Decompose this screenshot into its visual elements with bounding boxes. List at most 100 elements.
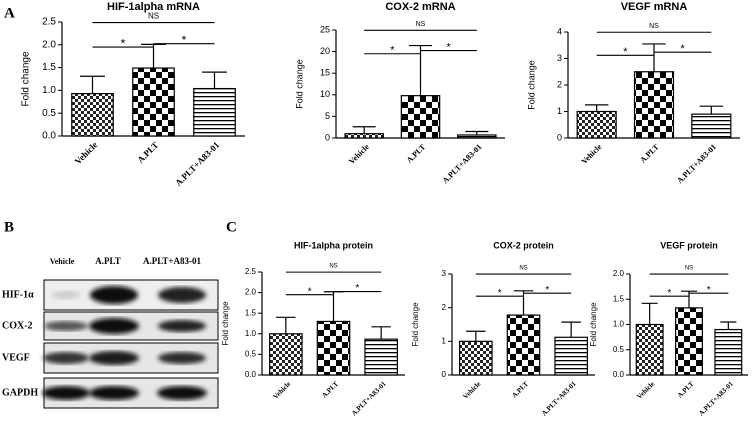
x-tick-label: A.PLT+A83-01 (441, 142, 484, 185)
significance-label: NS (685, 266, 693, 272)
y-axis-label: Fold change (21, 51, 32, 106)
significance-label: NS (519, 266, 527, 272)
western-blot: Vehicle A.PLT A.PLT+A83-01 HIF-1α COX-2 … (2, 256, 219, 409)
x-tick-label: A.PLT (510, 380, 530, 400)
y-tick-label: 2.5 (245, 267, 257, 276)
y-axis-label: Fold change (294, 59, 304, 109)
y-tick-label: 1.0 (42, 85, 56, 96)
significance-label: * (667, 288, 671, 299)
x-tick-label: A.PLT+A83-01 (697, 380, 735, 418)
blot-strip (42, 377, 219, 409)
y-tick-label: 1.5 (613, 294, 625, 303)
significance-label: * (498, 288, 502, 299)
error-bar (141, 43, 166, 69)
bar (635, 323, 664, 376)
y-axis-label: Fold change (221, 301, 230, 346)
bar (675, 307, 703, 376)
bar (554, 336, 588, 376)
error-bar (202, 71, 227, 89)
error-bar (466, 330, 486, 342)
bar (714, 328, 743, 376)
y-tick-label: 25 (320, 24, 330, 34)
bar (364, 338, 398, 376)
significance-label: * (545, 285, 549, 296)
x-tick-label: A.PLT (320, 380, 340, 400)
bar (193, 87, 236, 137)
x-tick-label: Vehicle (347, 142, 371, 166)
bar (633, 71, 675, 139)
error-bar (699, 105, 724, 115)
bar (459, 340, 493, 376)
y-tick-label: 0 (557, 132, 562, 142)
x-tick-label: A.PLT+A83-01 (675, 142, 718, 185)
y-tick-label: 2 (557, 79, 562, 89)
y-tick-label: 1 (442, 336, 447, 345)
y-tick-label: 2.0 (245, 288, 257, 297)
y-tick-label: 4 (557, 26, 562, 36)
chart-title: HIF-1alpha protein (294, 240, 373, 250)
y-tick-label: 1 (557, 106, 562, 116)
y-tick-label: 10 (320, 89, 330, 99)
y-tick-label: 0.0 (42, 131, 56, 142)
y-tick-label: 2.0 (42, 39, 56, 50)
significance-label: * (623, 46, 628, 58)
significance-label: NS (148, 12, 159, 21)
blot-strip (43, 342, 219, 374)
error-bar (641, 302, 658, 325)
x-tick-label: A.PLT+A83-01 (173, 139, 221, 187)
significance-label: * (182, 33, 187, 47)
bar (132, 67, 175, 137)
significance-label: * (355, 283, 359, 294)
panel-label: C (226, 219, 237, 235)
lane-label: Vehicle (50, 257, 75, 266)
x-tick-label: Vehicle (462, 380, 483, 401)
chart-title: VEGF protein (660, 240, 718, 250)
y-axis-label: Fold change (589, 302, 598, 347)
x-tick-label: A.PLT (638, 142, 661, 165)
x-tick-label: Vehicle (272, 380, 293, 401)
y-tick-label: 1.0 (613, 320, 625, 329)
y-tick-label: 1.0 (245, 329, 257, 338)
error-bar (371, 326, 391, 340)
x-tick-label: A.PLT (676, 380, 696, 400)
chart-title: HIF-1alpha mRNA (107, 1, 200, 13)
x-tick-label: Vehicle (580, 142, 604, 166)
error-bar (561, 321, 581, 338)
y-tick-label: 3 (557, 53, 562, 63)
error-bar (513, 290, 534, 316)
bar-chart: COX-2 protein Fold change 0 1 2 3 Vehicle A.PLT… (411, 240, 595, 417)
x-tick-label: Vehicle (73, 140, 100, 167)
lane-label: A.PLT (95, 256, 120, 266)
y-tick-label: 0.5 (613, 345, 625, 354)
bar (691, 113, 732, 139)
y-tick-label: 2.5 (42, 17, 56, 28)
panel-label: A (4, 5, 15, 21)
significance-label: * (447, 41, 452, 53)
x-tick-label: A.PLT+A83-01 (350, 380, 388, 418)
error-bar (409, 44, 432, 96)
y-tick-label: 0.0 (613, 370, 625, 379)
significance-label: * (121, 36, 126, 50)
error-bar (680, 290, 698, 308)
significance-label: * (707, 285, 711, 296)
x-tick-label: Vehicle (635, 380, 656, 401)
x-tick-label: A.PLT+A83-01 (540, 380, 578, 418)
x-tick-label: A.PLT (405, 142, 428, 165)
bar-chart: VEGF protein Fold change 0.0 0.5 1.0 1.5 2.0 Ve… (589, 240, 748, 417)
bar-chart: COX-2 mRNA Fold change 0 5 10 15 20 25 Vehicle A.… (294, 1, 505, 185)
y-tick-label: 15 (320, 68, 330, 78)
error-bar (323, 291, 344, 322)
bar (457, 134, 497, 139)
protein-label: HIF-1α (2, 289, 34, 300)
significance-label: NS (329, 264, 337, 270)
y-tick-label: 20 (320, 46, 330, 56)
significance-label: * (681, 43, 686, 55)
significance-label: NS (649, 23, 659, 30)
y-tick-label: 5 (325, 111, 330, 121)
error-bar (352, 126, 376, 134)
error-bar (80, 75, 105, 94)
bar (344, 133, 384, 139)
y-tick-label: 0 (325, 132, 330, 142)
significance-label: * (308, 286, 312, 297)
